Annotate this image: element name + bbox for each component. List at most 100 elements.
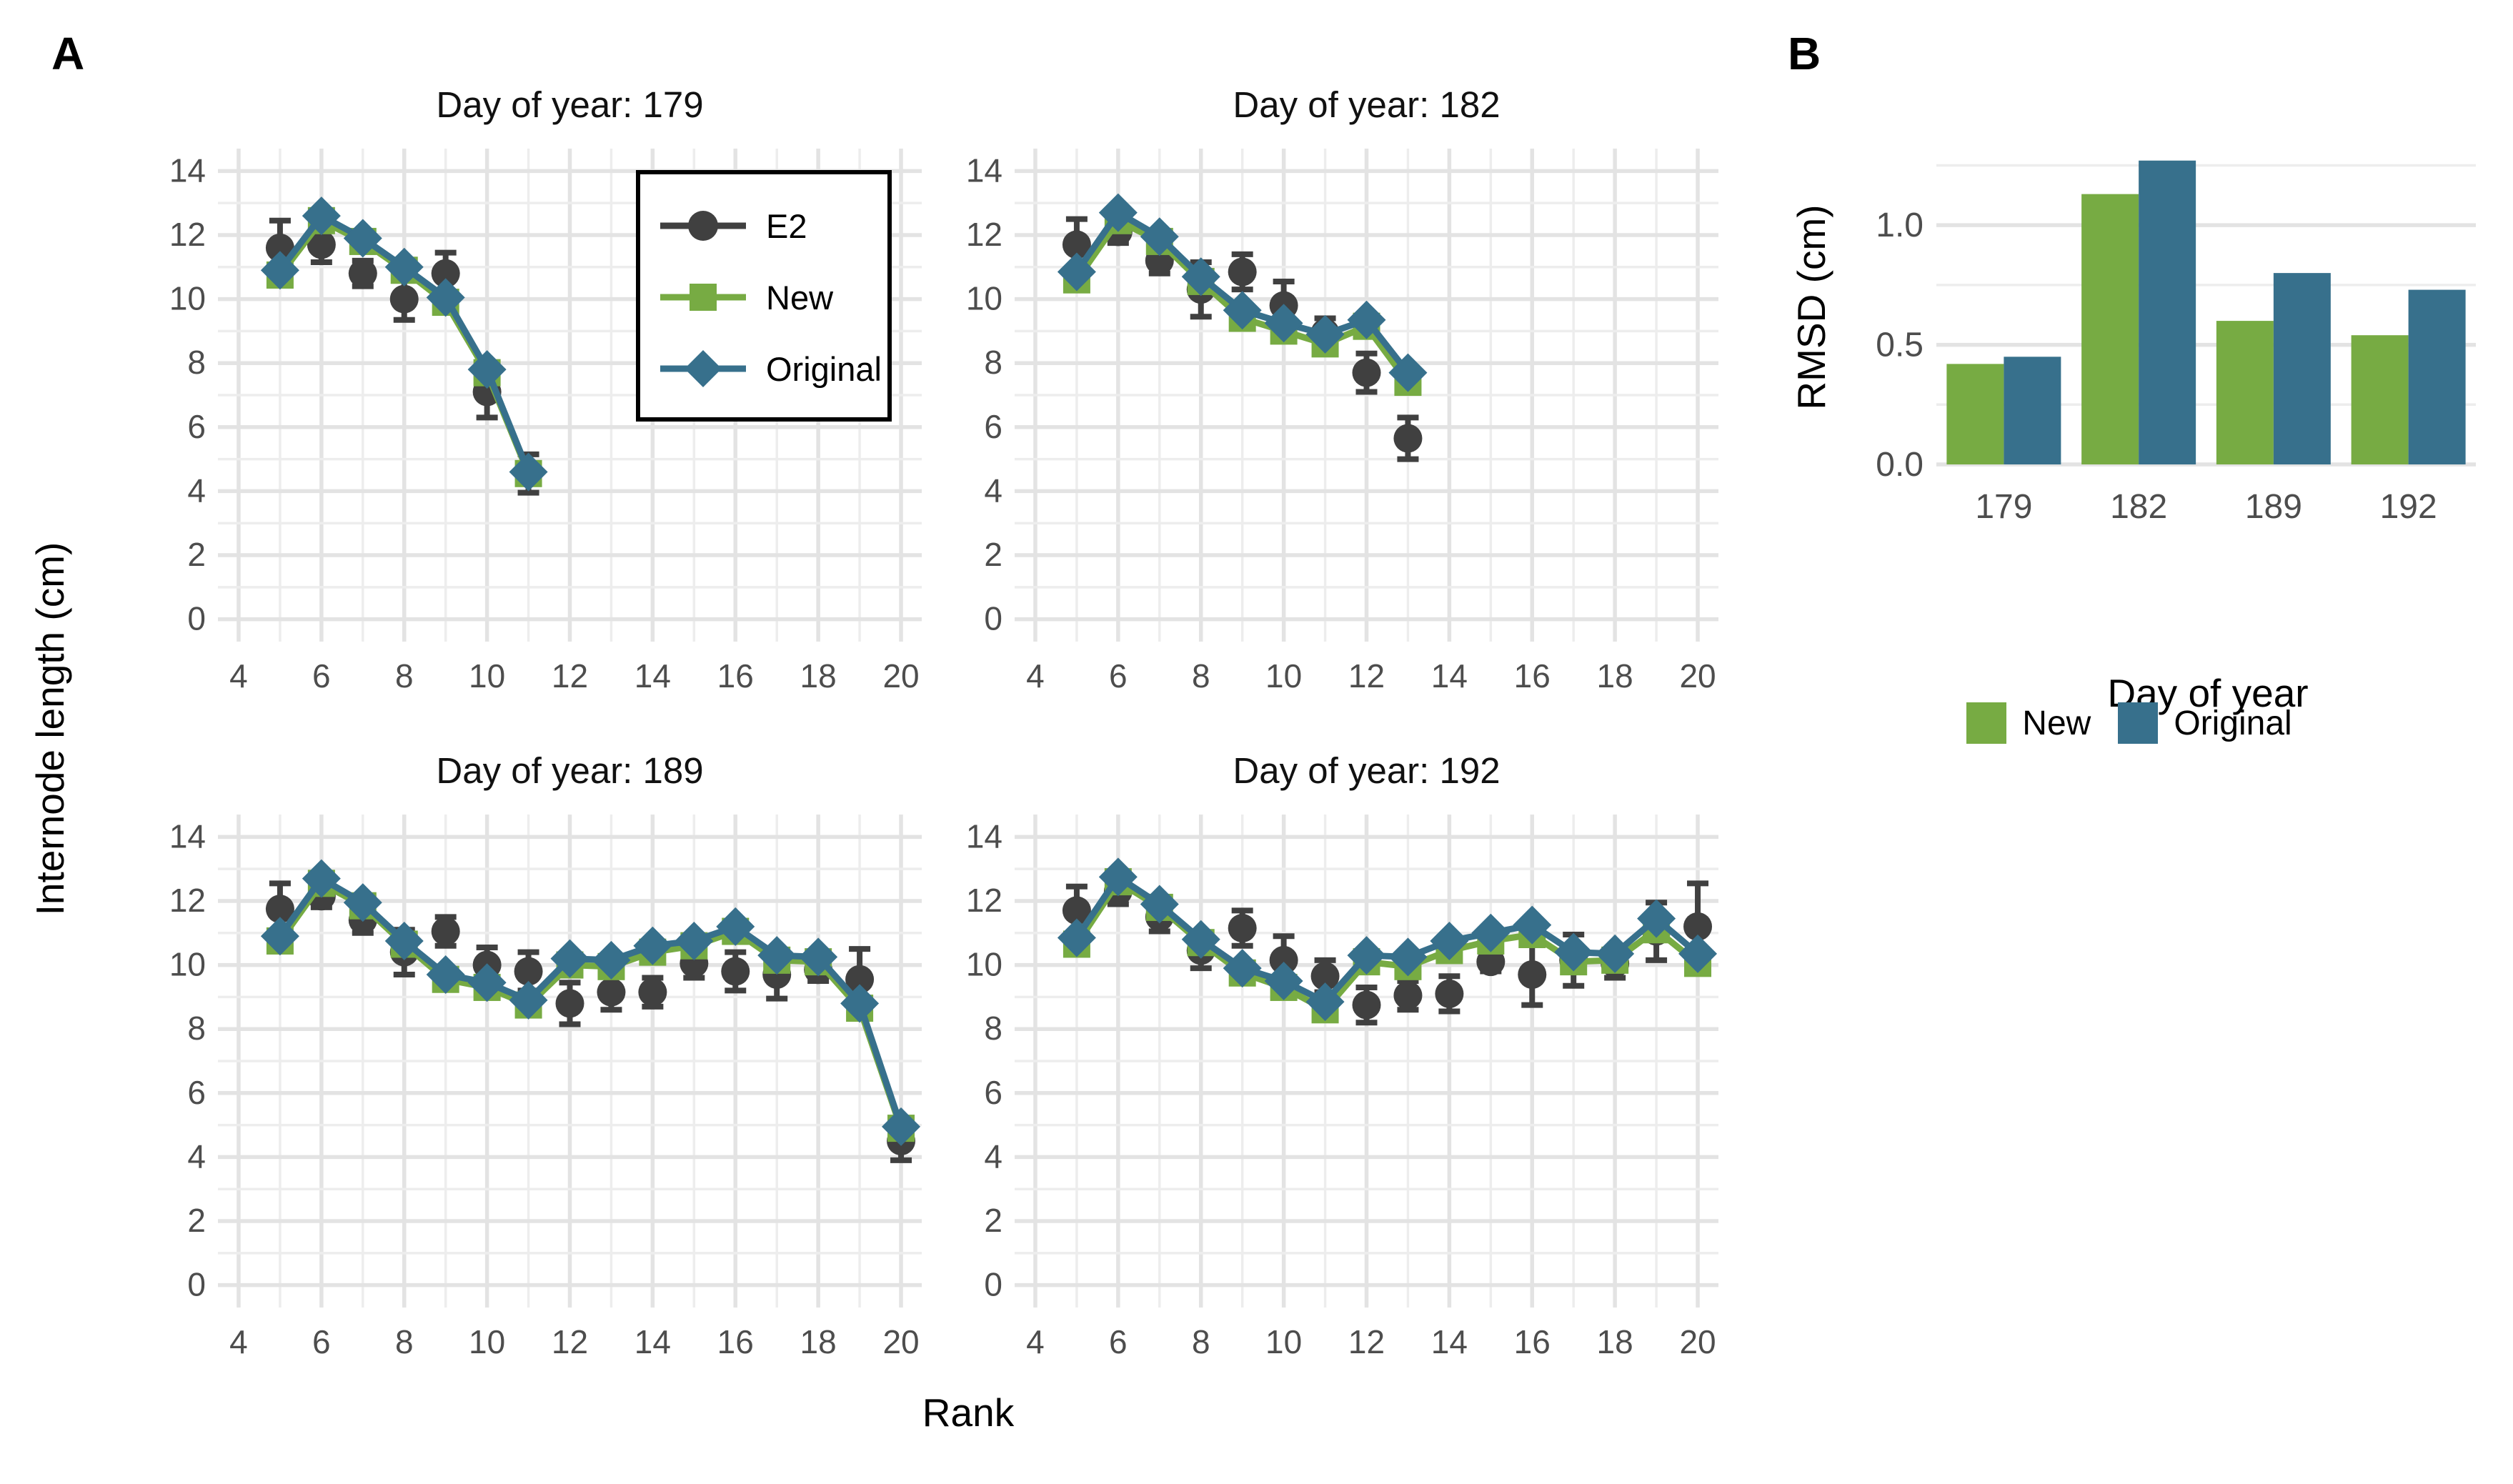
e2-point	[265, 895, 294, 924]
x-tick-label: 16	[1514, 657, 1551, 694]
e2-point	[1518, 960, 1547, 990]
e2-point	[1062, 896, 1091, 925]
x-tick-label: 12	[552, 1323, 588, 1360]
rmsd-bar-chart: 0.0 0.5 1.0 179 182 189 192	[1876, 160, 2476, 526]
bar-original-182	[2139, 160, 2196, 464]
original-diamond-icon	[660, 350, 746, 387]
bar-legend-item-original: Original	[2118, 702, 2292, 744]
x-tick-label: 10	[469, 657, 505, 694]
original-point	[1057, 918, 1096, 957]
x-tick-label: 12	[1348, 1323, 1385, 1360]
e2-point	[348, 259, 377, 288]
y-tick-label: 6	[984, 408, 1002, 445]
x-tick-label: 16	[1514, 1323, 1551, 1360]
x-tick-label: 8	[1192, 1323, 1210, 1360]
y-tick-label: 0	[187, 1266, 206, 1303]
original-point	[1223, 291, 1262, 330]
original-point	[260, 251, 299, 290]
panel-b-label: B	[1788, 28, 1821, 79]
x-tick-label: 179	[1975, 488, 2032, 526]
facet-day-182: Day of year: 182 0 2 4 6 8 10 12 14 4 6 8 10 12 14 16 1…	[918, 84, 1729, 720]
e2-point	[389, 284, 419, 314]
x-tick-label: 20	[1679, 657, 1716, 694]
series-line-original	[277, 874, 905, 1128]
series-legend: E2 New Original	[636, 170, 892, 422]
original-point	[757, 936, 797, 975]
e2-point	[1228, 914, 1257, 943]
original-point	[467, 350, 507, 389]
y-tick-label: 12	[966, 882, 1002, 919]
original-point	[426, 955, 465, 995]
y-tick-label: 4	[984, 472, 1002, 509]
original-point	[1140, 885, 1179, 924]
e2-point	[721, 957, 750, 986]
x-tick-label: 4	[1026, 657, 1045, 694]
e2-point	[1393, 424, 1423, 453]
original-point	[302, 859, 341, 898]
original-point	[343, 883, 382, 922]
x-tick-label: 8	[395, 657, 414, 694]
bar-original-179	[2004, 357, 2061, 464]
original-point	[1637, 899, 1676, 938]
y-tick-label: 12	[169, 882, 206, 919]
legend-label-e2: E2	[766, 206, 807, 245]
y-tick-label: 0	[187, 600, 206, 637]
bar-new-189	[2216, 321, 2274, 464]
x-tick-label: 192	[2380, 488, 2437, 526]
x-tick-label: 6	[1109, 1323, 1128, 1360]
e2-point	[1062, 230, 1091, 259]
new-square-icon	[660, 284, 746, 311]
x-tick-label: 4	[229, 657, 248, 694]
original-point	[882, 1107, 921, 1146]
e2-point	[431, 259, 460, 288]
e2-point	[1310, 962, 1340, 991]
facet-title-189: Day of year: 189	[436, 750, 704, 791]
y-tick-label: 10	[169, 946, 206, 983]
rank-axis-title: Rank	[922, 1390, 1015, 1435]
bar-legend-label-original: Original	[2174, 704, 2292, 742]
bar-legend-label-new: New	[2022, 704, 2091, 742]
original-point	[426, 278, 465, 317]
y-tick-label: 0	[984, 1266, 1002, 1303]
y-tick-label: 14	[169, 151, 206, 189]
y-tick-label: 14	[966, 151, 1002, 189]
original-point	[509, 452, 548, 492]
facet-title-182: Day of year: 182	[1233, 84, 1501, 125]
x-tick-label: 189	[2245, 488, 2302, 526]
e2-point	[638, 977, 667, 1007]
e2-point	[597, 977, 626, 1007]
y-tick-label: 0.5	[1876, 327, 1924, 364]
y-tick-label: 14	[966, 817, 1002, 855]
original-point	[592, 940, 631, 980]
e2-point	[1476, 947, 1506, 977]
e2-point	[431, 917, 460, 946]
x-tick-label: 20	[882, 657, 919, 694]
e2-point	[1352, 358, 1381, 387]
x-tick-label: 18	[1597, 657, 1633, 694]
new-swatch-icon	[1966, 702, 2007, 744]
e2-point	[265, 233, 294, 262]
series-line-original	[1074, 872, 1700, 1006]
x-tick-label: 20	[1679, 1323, 1716, 1360]
original-point	[1057, 252, 1096, 292]
original-point	[1471, 913, 1511, 952]
facet-plot-192: 0 2 4 6 8 10 12 14 4 6 8 10 12 14 16 18 20	[966, 815, 1718, 1360]
e2-circle-icon	[660, 211, 746, 241]
y-tick-label: 8	[187, 344, 206, 381]
x-tick-label: 18	[800, 1323, 837, 1360]
y-tick-label: 2	[984, 1202, 1002, 1239]
y-tick-label: 4	[187, 472, 206, 509]
original-point	[675, 921, 714, 960]
facet-day-189: Day of year: 189 0 2 4 6 8 10 12 14 4 6 8 10 12 14 16 1…	[121, 750, 932, 1386]
x-tick-label: 6	[1109, 657, 1128, 694]
internode-length-axis-title: Internode length (cm)	[28, 542, 72, 916]
original-point	[509, 980, 548, 1020]
original-point	[343, 219, 382, 258]
y-tick-label: 8	[187, 1010, 206, 1047]
x-tick-label: 10	[469, 1323, 505, 1360]
y-tick-label: 10	[966, 280, 1002, 317]
y-tick-label: 2	[984, 536, 1002, 573]
y-tick-label: 6	[984, 1074, 1002, 1111]
y-tick-label: 4	[187, 1137, 206, 1175]
